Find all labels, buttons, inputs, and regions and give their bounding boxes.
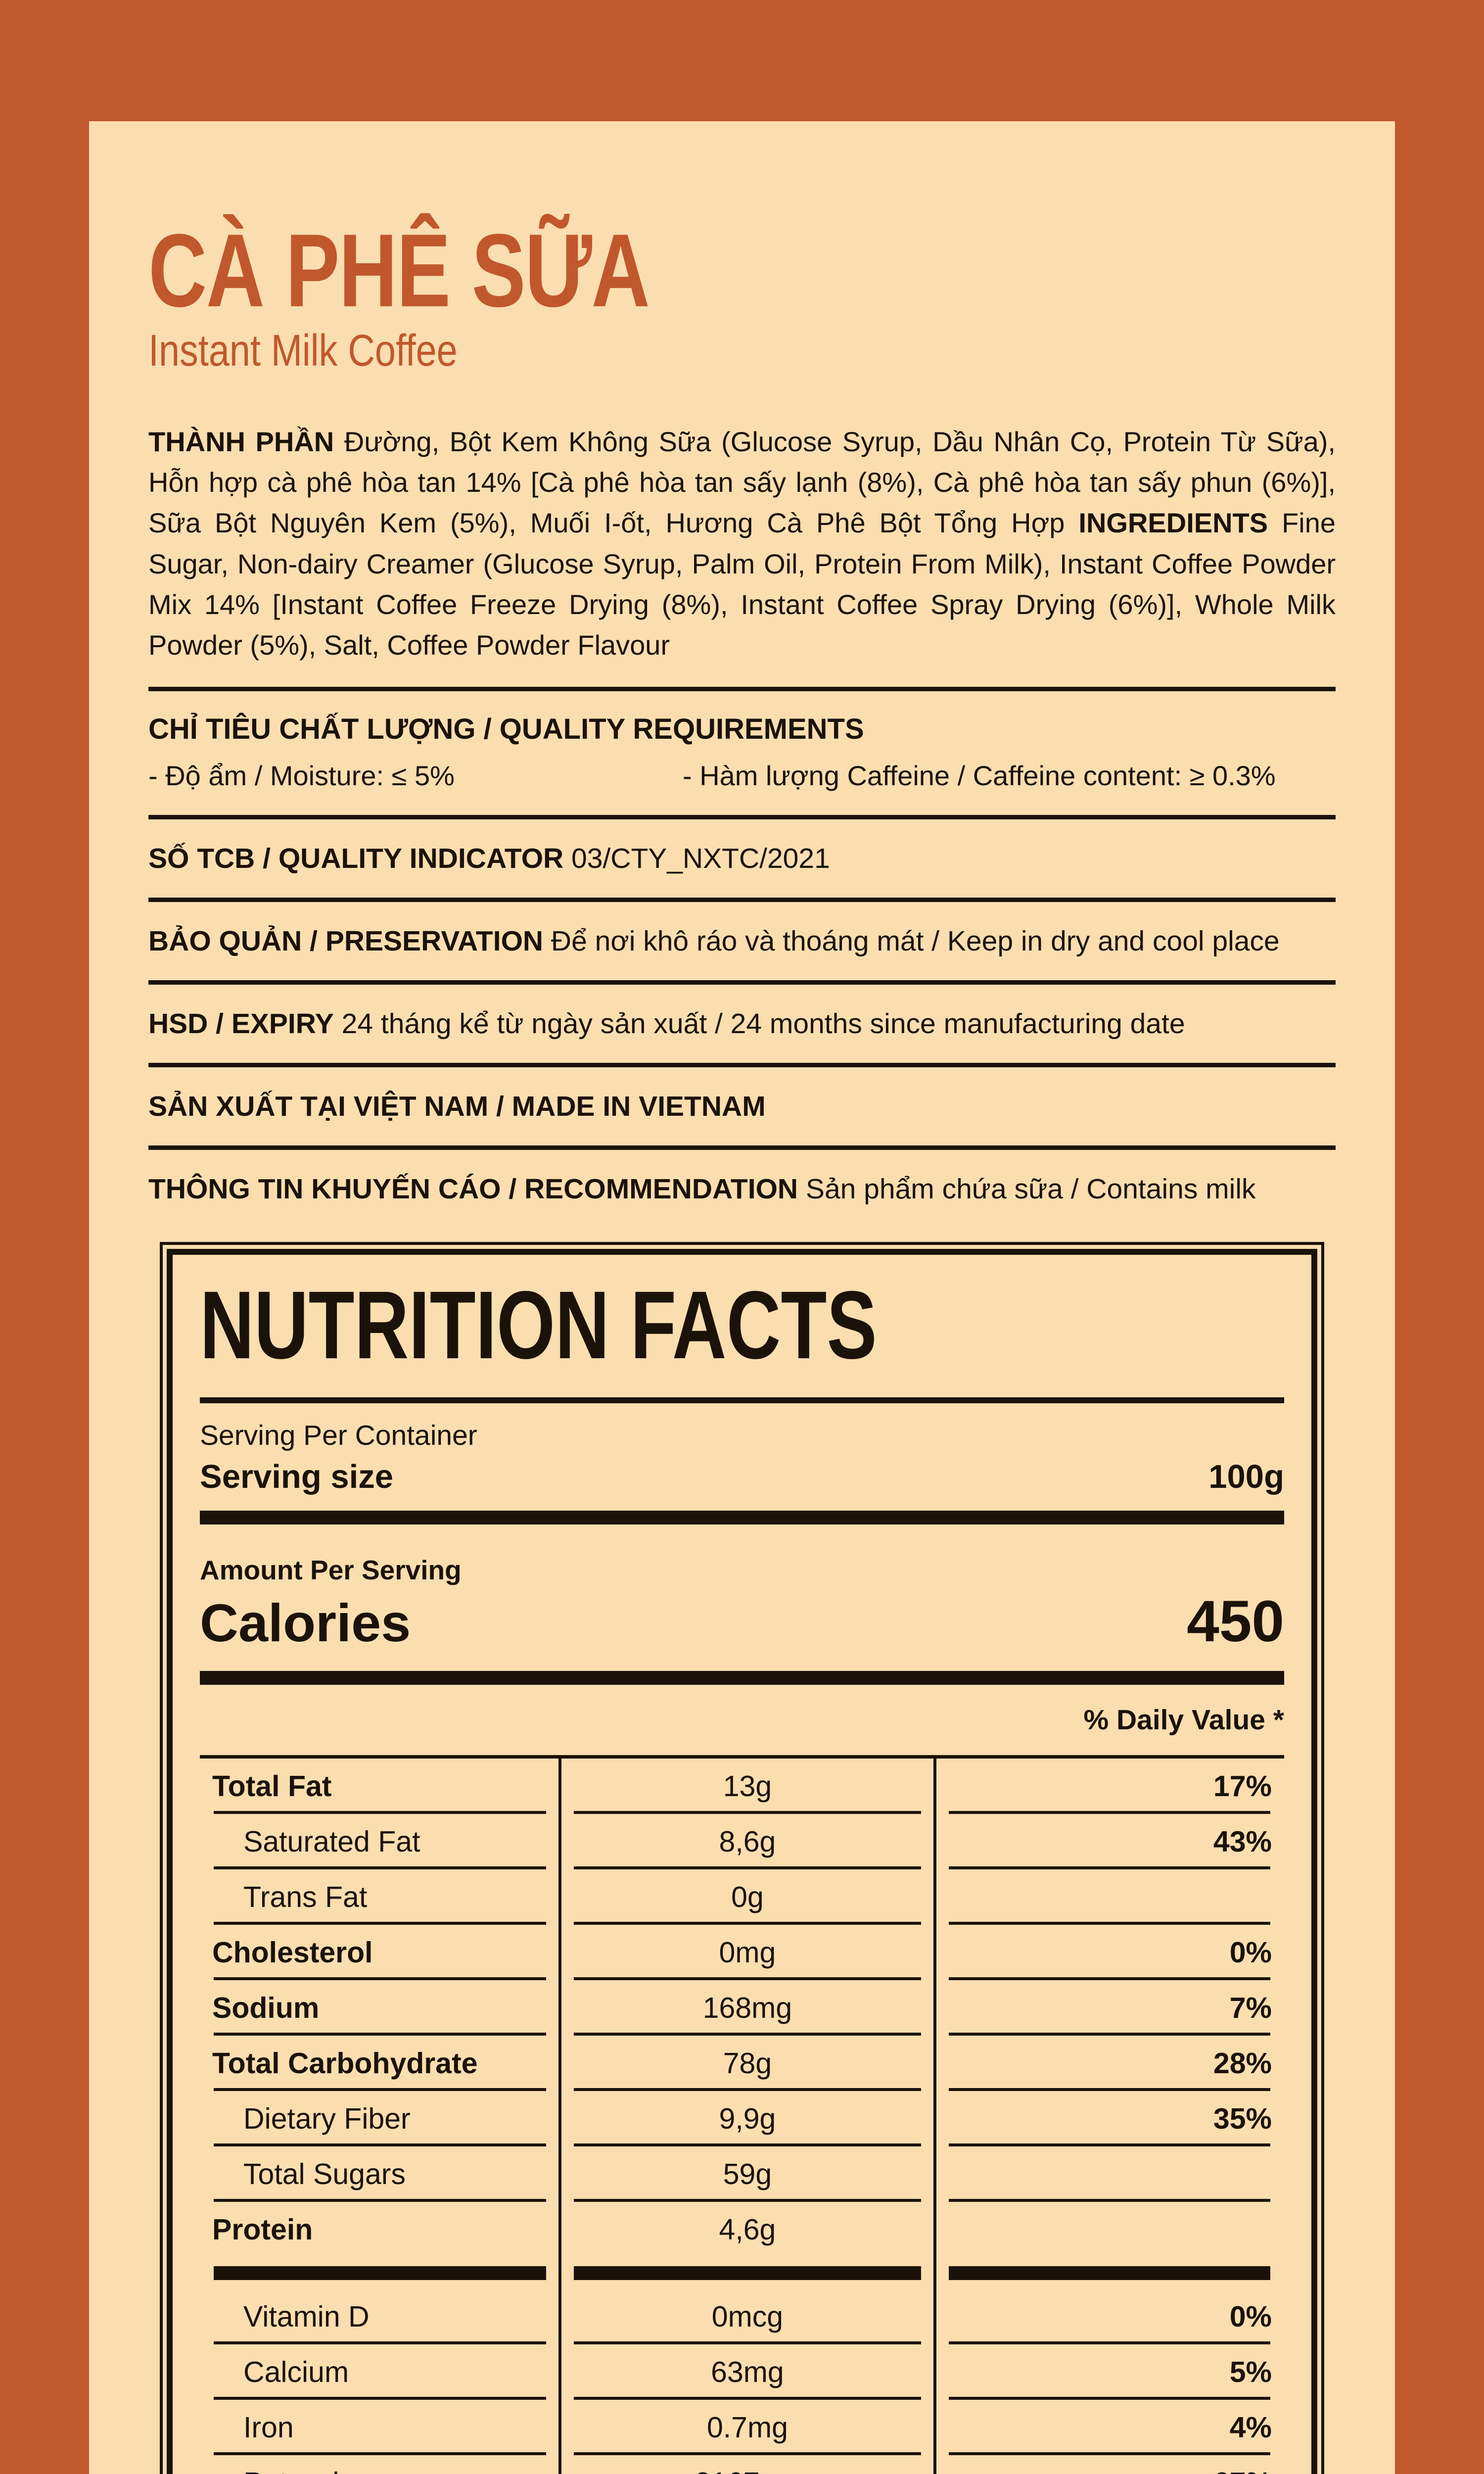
- ingredients-paragraph: THÀNH PHẦN Đường, Bột Kem Không Sữa (Glu…: [148, 422, 1336, 666]
- nutrition-rule: [200, 1397, 1284, 1404]
- caffeine-spec: - Hàm lượng Caffeine / Caffeine content:…: [683, 760, 1276, 792]
- expiry-line: HSD / EXPIRY 24 tháng kể từ ngày sản xuấ…: [148, 1005, 1336, 1042]
- nutrition-row: Cholesterol 0mg 0%: [200, 1925, 1284, 1981]
- product-title: CÀ PHÊ SỮA: [148, 212, 1336, 329]
- serving-size-line: Serving size 100g: [200, 1458, 1284, 1496]
- label-content: CÀ PHÊ SỮA Instant Milk Coffee THÀNH PHẦ…: [89, 212, 1395, 2474]
- calories-value: 450: [1187, 1589, 1284, 1655]
- nutrition-row: Trans Fat 0g: [200, 1869, 1284, 1925]
- nutrition-row: Total Carbohydrate 78g 28%: [200, 2036, 1284, 2092]
- nutrition-facts-title-text: NUTRITION FACTS: [200, 1271, 877, 1380]
- nutrition-row: Dietary Fiber 9,9g 35%: [200, 2091, 1284, 2147]
- recommendation-value: Sản phẩm chứa sữa / Contains milk: [798, 1173, 1256, 1205]
- moisture-spec: - Độ ẩm / Moisture: ≤ 5%: [148, 760, 455, 792]
- nutrition-row: Sodium 168mg 7%: [200, 1980, 1284, 2036]
- quality-indicator-label: SỐ TCB / QUALITY INDICATOR: [148, 842, 564, 874]
- nutrition-row: Calcium 63mg 5%: [200, 2344, 1284, 2400]
- ingredients-text-en: Fine Sugar, Non-dairy Creamer (Glucose S…: [148, 507, 1336, 661]
- nutrition-row: Protein 4,6g: [212, 2213, 776, 2246]
- preservation-value: Để nơi khô ráo và thoáng mát / Keep in d…: [543, 925, 1280, 957]
- ingredients-text-vi: Đường, Bột Kem Không Sữa (Glucose Syrup,…: [148, 426, 1336, 539]
- quality-heading: CHỈ TIÊU CHẤT LƯỢNG / QUALITY REQUIREMEN…: [148, 713, 864, 745]
- nutrition-facts-content: NUTRITION FACTS Serving Per Container Se…: [173, 1277, 1311, 2474]
- expiry-value: 24 tháng kể từ ngày sản xuất / 24 months…: [333, 1008, 1185, 1040]
- nutrition-row: Saturated Fat 8,6g 43%: [200, 1814, 1284, 1870]
- nutrition-facts-title: NUTRITION FACTS: [200, 1277, 1284, 1374]
- product-subtitle-text: Instant Milk Coffee: [148, 326, 458, 376]
- nutrition-row: Total Fat 13g 17%: [200, 1759, 1284, 1814]
- calories-label: Calories: [200, 1593, 411, 1653]
- product-title-text: CÀ PHÊ SỮA: [148, 212, 650, 329]
- ingredients-label-en: INGREDIENTS: [1078, 507, 1268, 539]
- section-divider: [148, 1145, 1336, 1150]
- nutrition-row: Potassium3167mg67%: [200, 2455, 1284, 2474]
- nutrition-facts-inner-border: NUTRITION FACTS Serving Per Container Se…: [167, 1249, 1317, 2474]
- preservation-line: BẢO QUẢN / PRESERVATION Để nơi khô ráo v…: [148, 923, 1336, 959]
- amount-per-serving: Amount Per Serving: [200, 1555, 462, 1586]
- nutrition-facts-box: NUTRITION FACTS Serving Per Container Se…: [160, 1242, 1324, 2474]
- product-subtitle: Instant Milk Coffee: [148, 328, 1336, 375]
- daily-value-header: % Daily Value *: [1083, 1704, 1284, 1736]
- section-divider: [148, 1063, 1336, 1068]
- nutrition-row: Total Sugars 59g: [200, 2146, 1284, 2202]
- nutrition-table: Total Fat 13g 17% Saturated Fat 8,6g 43% Tra…: [200, 1755, 1284, 2474]
- serving-per-container: Serving Per Container: [200, 1420, 477, 1452]
- section-divider: [148, 980, 1336, 985]
- quality-specs: - Độ ẩm / Moisture: ≤ 5% - Hàm lượng Caf…: [148, 758, 1336, 794]
- recommendation-label: THÔNG TIN KHUYẾN CÁO / RECOMMENDATION: [148, 1173, 798, 1205]
- nutrition-row: Iron 0.7mg 4%: [200, 2400, 1284, 2456]
- serving-size-value: 100g: [1208, 1458, 1284, 1496]
- serving-block: Serving Per Container Serving size 100g: [200, 1419, 1284, 1496]
- made-in-label: SẢN XUẤT TẠI VIỆT NAM / MADE IN VIETNAM: [148, 1091, 766, 1123]
- serving-size-label: Serving size: [200, 1458, 394, 1496]
- quality-indicator-value: 03/CTY_NXTC/2021: [563, 842, 830, 874]
- calories-line: Calories 450: [200, 1588, 1284, 1655]
- ingredients-label-vi: THÀNH PHẦN: [148, 426, 334, 457]
- nutrition-thick-bar: [200, 1511, 1284, 1525]
- section-divider: [148, 686, 1336, 691]
- nutrition-thick-bar: [200, 1671, 1284, 1685]
- label-panel: CÀ PHÊ SỮA Instant Milk Coffee THÀNH PHẦ…: [89, 121, 1395, 2474]
- preservation-label: BẢO QUẢN / PRESERVATION: [148, 925, 544, 957]
- nutrition-row: Vitamin D 0mcg 0%: [200, 2289, 1284, 2345]
- recommendation-line: THÔNG TIN KHUYẾN CÁO / RECOMMENDATION Sả…: [148, 1171, 1336, 1207]
- section-divider: [148, 814, 1336, 819]
- nutrition-section-bars: [200, 2257, 1284, 2289]
- quality-indicator-line: SỐ TCB / QUALITY INDICATOR 03/CTY_NXTC/2…: [148, 840, 1336, 877]
- section-divider: [148, 898, 1336, 903]
- expiry-label: HSD / EXPIRY: [148, 1008, 334, 1040]
- made-in-line: SẢN XUẤT TẠI VIỆT NAM / MADE IN VIETNAM: [148, 1088, 1336, 1125]
